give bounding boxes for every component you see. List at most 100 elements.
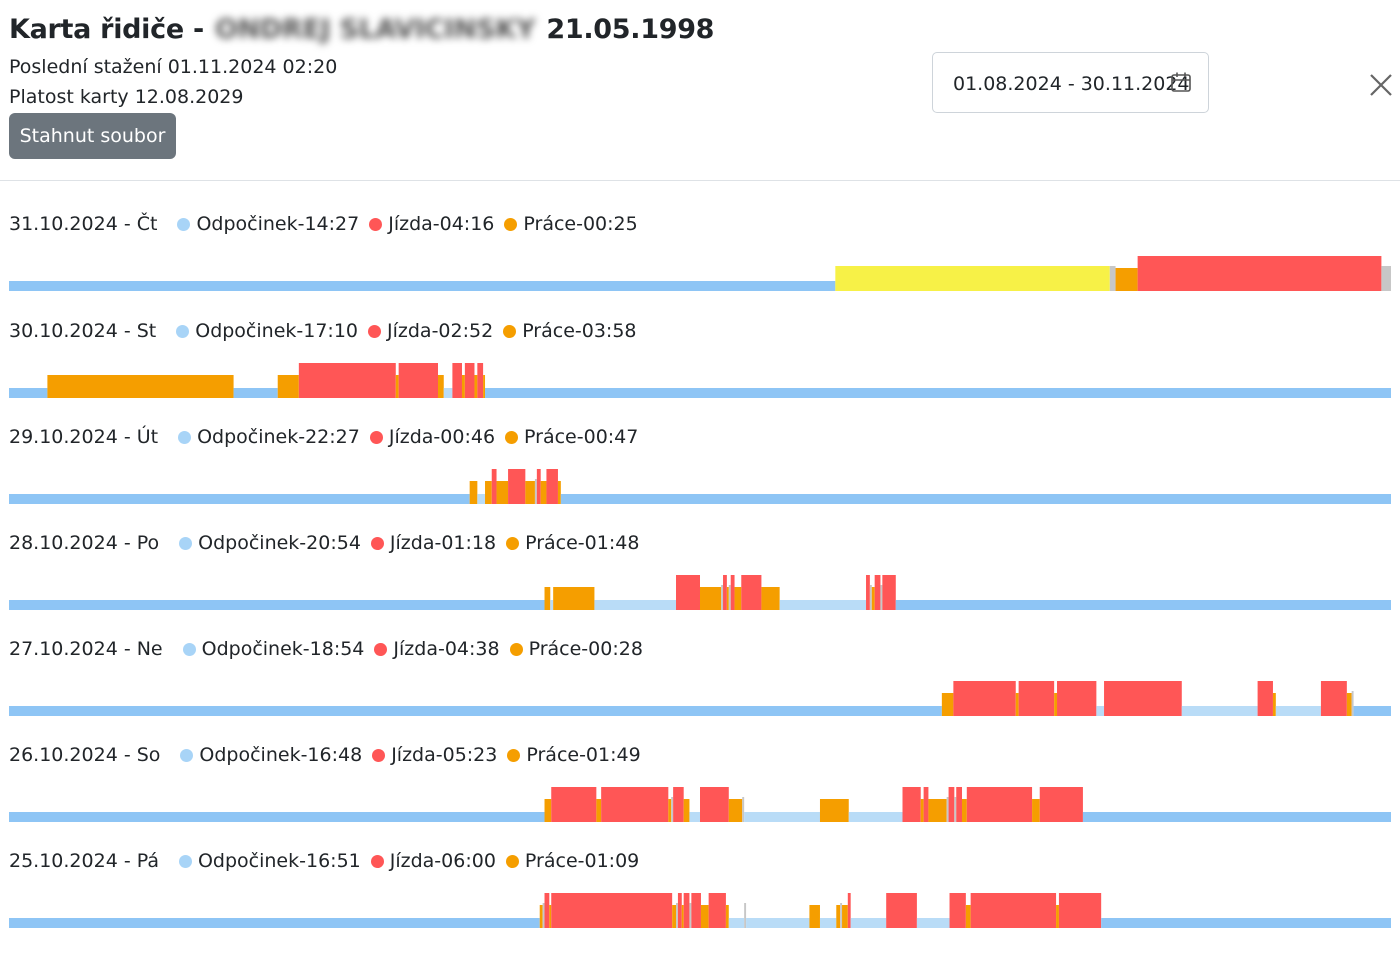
segment-rest-light [848,812,903,822]
segment-drive [1039,787,1083,822]
segment-gap [1381,266,1391,291]
segment-drive [477,363,484,398]
legend-rest: Odpočinek-18:54 [182,638,364,660]
activity-timeline [9,681,1391,716]
segment-rest-light [1181,706,1258,716]
segment-work [525,481,535,504]
segment-rest-light [744,812,820,822]
segment-work [726,587,729,610]
work-dot-icon [506,536,520,550]
rest-dot-icon [177,217,191,231]
calendar-icon[interactable] [1170,71,1192,93]
segment-work [700,587,722,610]
segment-rest [1082,812,1391,822]
rest-total: Odpočinek-17:10 [195,320,359,342]
legend-rest: Odpočinek-14:27 [177,213,359,235]
work-total: Práce-01:49 [526,744,641,766]
segment-work [809,905,820,928]
segment-rest-light [550,600,554,610]
work-total: Práce-00:47 [524,426,639,448]
rest-dot-icon [178,854,192,868]
segment-gap [1351,691,1354,716]
work-total: Práce-01:09 [524,850,640,872]
segment-drive [601,787,669,822]
segment-work [1054,693,1058,716]
segment-rest-light [850,918,887,928]
drive-total: Jízda-04:38 [393,638,500,660]
segment-work [544,587,551,610]
segment-work [1015,693,1019,716]
rest-dot-icon [180,748,194,762]
segment-drive [882,575,896,610]
segment-work [683,799,690,822]
segment-drive [970,893,1057,928]
segment-drive [551,787,597,822]
activity-timeline [9,469,1391,504]
segment-gap [671,797,674,822]
segment-work [672,905,677,928]
download-file-button[interactable]: Stahnut soubor [9,113,176,159]
segment-drive [1137,256,1382,291]
day-row: 27.10.2024 - Ne Odpočinek-18:54 Jízda-04:3… [0,638,1400,744]
drive-total: Jízda-04:16 [388,213,495,235]
segment-drive [491,469,497,504]
rest-dot-icon [178,430,192,444]
drive-dot-icon [368,324,382,338]
legend-work: Práce-00:25 [504,213,638,235]
segment-rest-light [728,918,745,928]
segment-drive [673,787,684,822]
rest-total: Odpočinek-20:54 [198,532,361,554]
day-row: 28.10.2024 - Po Odpočinek-20:54 Jízda-01:1… [0,532,1400,638]
day-header: 30.10.2024 - St Odpočinek-17:10 Jízda-02:5… [9,320,647,342]
segment-work [871,587,875,610]
segment-work [681,905,684,928]
segment-drive [949,893,966,928]
segment-gap [946,797,949,822]
date-range-value: 01.08.2024 - 30.11.2024 [953,73,1190,95]
day-row: 25.10.2024 - Pá Odpočinek-16:51 Jízda-06:0… [0,850,1400,956]
segment-gap [840,903,843,928]
day-date: 26.10.2024 - So [9,744,161,766]
segment-rest-light [689,812,700,822]
rest-total: Odpočinek-16:51 [197,850,361,872]
date-range-picker[interactable]: 01.08.2024 - 30.11.2024 [932,52,1209,113]
day-row: 30.10.2024 - St Odpočinek-17:10 Jízda-02:5… [0,320,1400,426]
segment-rest [485,388,1391,398]
segment-drive [948,787,955,822]
legend-work: Práce-01:09 [505,850,640,872]
segment-drive [536,469,541,504]
work-dot-icon [504,217,518,231]
segment-rest [560,494,1391,504]
work-dot-icon [509,642,523,656]
segment-drive [691,893,701,928]
activity-timeline [9,575,1391,610]
segment-gap [721,585,724,610]
segment-gap [742,797,745,822]
close-icon[interactable] [1366,70,1396,100]
segment-drive [1104,681,1182,716]
day-date: 30.10.2024 - St [9,320,157,342]
last-download-text: Poslední stažení 01.11.2024 02:20 [9,56,338,78]
rest-total: Odpočinek-16:48 [199,744,363,766]
segment-work [395,375,399,398]
segment-work [549,905,552,928]
segment-drive [546,469,558,504]
segment-work [474,375,478,398]
segment-work [836,905,841,928]
segment-rest [895,600,1391,610]
legend-drive: Jízda-04:16 [369,213,494,235]
segment-drive [847,893,851,928]
segment-rest [9,812,545,822]
segment-gap [676,903,678,928]
page-title: Karta řidiče - ONDREJ SLAVICINSKY 21.05.… [9,14,714,45]
day-header: 25.10.2024 - Pá Odpočinek-16:51 Jízda-06:0… [9,850,649,872]
legend-rest: Odpočinek-16:48 [180,744,362,766]
segment-drive [1018,681,1055,716]
segment-drive [886,893,917,928]
segment-rest-light [746,918,810,928]
day-date: 25.10.2024 - Pá [9,850,159,872]
segment-drive [708,893,726,928]
segment-work [819,799,849,822]
segment-work [965,905,971,928]
segment-rest [9,600,545,610]
